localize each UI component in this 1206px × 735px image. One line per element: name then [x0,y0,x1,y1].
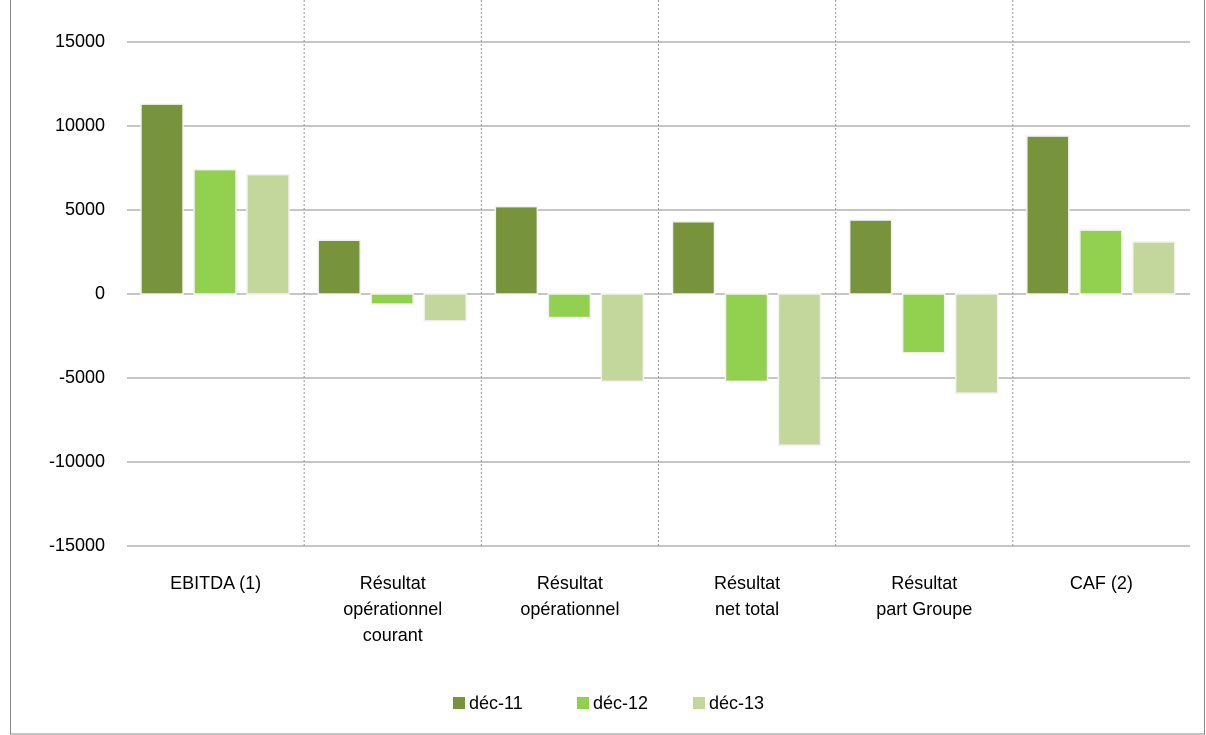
y-tick-label: 10000 [55,115,105,135]
bar [848,219,893,295]
bar [494,205,539,295]
y-tick-label: -15000 [49,535,105,555]
bar [901,293,946,354]
y-tick-label: -5000 [59,367,105,387]
x-tick-label: CAF (2) [1069,573,1133,593]
chart-frame [10,0,1205,735]
bar [777,293,822,446]
y-tick-label: 15000 [55,31,105,51]
legend-label: déc-12 [593,693,648,713]
x-tick-label: Résultat opérationnel [520,573,620,619]
bar [1026,135,1070,295]
y-tick-label: 5000 [65,199,105,219]
bar [547,293,592,319]
bar [246,173,290,295]
bar [954,293,999,394]
x-tick-label: Résultat part Groupe [876,573,973,619]
y-tick-label: 0 [95,283,105,303]
bar [317,239,361,295]
bar [724,293,769,383]
legend-swatch [453,697,465,709]
legend-label: déc-11 [469,693,523,713]
legend-label: déc-13 [709,693,764,713]
bar [423,293,467,322]
x-tick-label: Résultat net total [714,573,781,619]
bar [370,293,414,305]
x-tick-label: EBITDA (1) [170,573,262,593]
bar [671,221,716,295]
x-tick-label: Résultat opérationnel courant [343,573,443,645]
bar [600,293,645,383]
legend-swatch [693,697,705,709]
legend-swatch [577,697,589,709]
bar [1079,229,1123,295]
bar [140,103,184,295]
bar [193,168,237,295]
bar [1132,241,1176,295]
y-tick-label: -10000 [49,451,105,471]
